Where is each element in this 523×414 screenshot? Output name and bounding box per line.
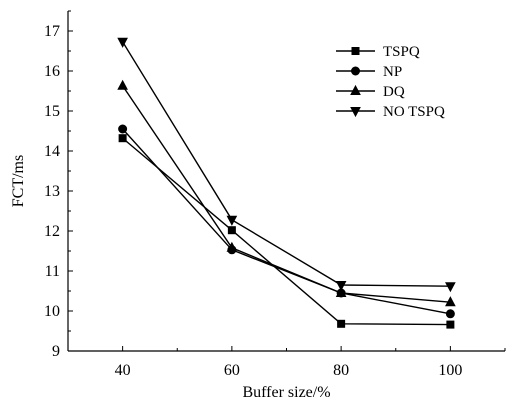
legend-label: NP <box>383 64 402 80</box>
series-line <box>122 85 451 303</box>
y-axis-title: FCT/ms <box>10 155 27 207</box>
y-tick-label: 16 <box>44 63 60 80</box>
y-tick-label: 17 <box>44 23 60 40</box>
legend-marker <box>350 84 361 95</box>
data-point <box>445 309 455 319</box>
series-tspq <box>118 134 455 329</box>
y-tick-label: 11 <box>45 263 60 280</box>
data-point <box>117 37 128 48</box>
legend-item: NO TSPQ <box>336 104 445 120</box>
x-tick-label: 40 <box>115 362 131 379</box>
x-tick-label: 80 <box>333 362 349 379</box>
series-dq <box>117 79 456 307</box>
y-tick-label: 14 <box>44 143 60 160</box>
legend-item: NP <box>336 64 402 80</box>
data-point <box>445 282 456 293</box>
series-line <box>122 137 451 326</box>
legend: TSPQ NP DQ NO TSPQ <box>336 44 445 120</box>
data-point <box>226 241 238 252</box>
legend-label: DQ <box>383 84 405 100</box>
axes: 9 10 11 12 13 14 15 16 17 40 60 80 100 <box>44 10 506 379</box>
data-point <box>118 134 127 143</box>
legend-marker <box>350 107 361 118</box>
data-point <box>445 296 456 307</box>
y-tick-label: 12 <box>44 223 60 240</box>
legend-label: NO TSPQ <box>383 104 445 120</box>
legend-item: TSPQ <box>336 44 420 60</box>
series-line <box>122 128 451 315</box>
legend-marker <box>351 47 360 55</box>
y-tick-label: 15 <box>44 103 60 120</box>
y-tick-label: 13 <box>44 183 60 200</box>
data-point <box>335 281 347 292</box>
legend-item: DQ <box>336 84 405 100</box>
data-point <box>335 286 347 297</box>
y-tick-label: 9 <box>52 343 60 360</box>
x-tick-label: 60 <box>224 362 240 379</box>
data-point <box>117 79 128 90</box>
legend-marker <box>351 66 360 76</box>
data-point <box>118 124 128 134</box>
legend-label: TSPQ <box>383 44 420 60</box>
data-point <box>226 215 238 226</box>
x-tick-label: 100 <box>438 362 462 379</box>
x-axis-title: Buffer size/% <box>242 384 330 401</box>
series-line <box>122 41 451 287</box>
data-point <box>446 320 455 329</box>
data-point <box>227 226 236 235</box>
series-group <box>117 37 456 329</box>
data-point <box>337 319 346 328</box>
y-tick-label: 10 <box>44 303 60 320</box>
series-no-tspq <box>117 37 456 293</box>
